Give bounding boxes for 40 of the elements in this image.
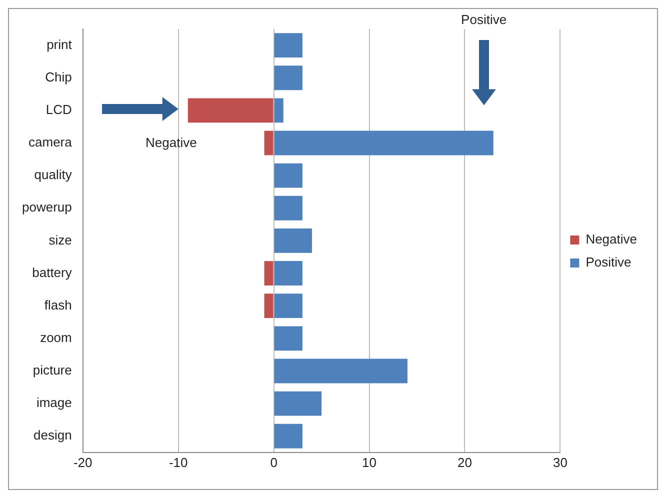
bar <box>274 424 302 448</box>
y-tick-label: powerup <box>22 200 72 215</box>
bar <box>264 261 274 286</box>
legend-label: Negative <box>586 232 638 247</box>
y-tick-label: image <box>36 395 72 410</box>
y-tick-label: design <box>34 428 72 443</box>
bar <box>274 163 302 188</box>
bar <box>274 98 284 123</box>
bar <box>188 98 274 123</box>
x-tick-label: 30 <box>552 454 568 470</box>
x-tick-label: 20 <box>457 454 472 470</box>
y-tick-label: LCD <box>46 102 72 117</box>
x-tick-label: 0 <box>270 454 278 470</box>
bar <box>274 326 302 351</box>
y-tick-label: size <box>48 232 72 248</box>
y-tick-label: Chip <box>45 69 72 84</box>
text: Positive <box>461 12 507 28</box>
y-tick-label: flash <box>44 297 72 312</box>
bar <box>264 130 274 156</box>
bar <box>274 196 302 220</box>
y-tick-label: print <box>46 36 72 52</box>
y-tick-label: quality <box>34 167 72 182</box>
x-tick-label: -20 <box>73 454 92 470</box>
bar <box>274 294 302 318</box>
bar <box>274 391 322 416</box>
legend-label: Positive <box>586 254 632 270</box>
y-tick-label: zoom <box>40 330 72 345</box>
bar <box>274 66 302 90</box>
bar <box>274 130 494 156</box>
annotation: Negative <box>146 134 197 150</box>
x-tick-label: -10 <box>168 454 188 470</box>
bar <box>274 33 302 58</box>
y-tick-label: battery <box>32 264 72 280</box>
x-tick-label: 10 <box>362 454 376 470</box>
bar <box>274 358 408 384</box>
y-tick-label: picture <box>32 362 72 378</box>
bar <box>274 228 312 253</box>
bar <box>264 294 274 318</box>
y-tick-label: camera <box>28 134 73 150</box>
bar <box>274 261 302 286</box>
